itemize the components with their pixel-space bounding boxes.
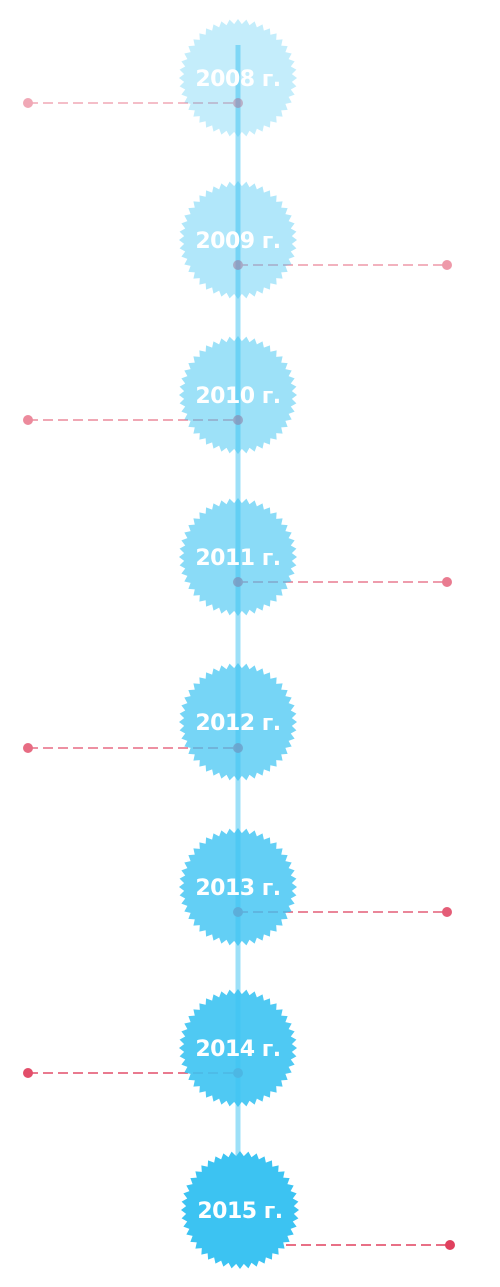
timeline-badge: 2012 г. — [179, 663, 297, 781]
connector-dot-center — [233, 260, 243, 270]
connector-dot-end — [23, 415, 33, 425]
connector-left — [23, 98, 243, 108]
year-label: 2008 г. — [195, 67, 280, 92]
connector-dot-end — [442, 907, 452, 917]
badge-shape — [181, 1151, 299, 1269]
badge-shape — [179, 498, 297, 616]
badge-shape — [179, 828, 297, 946]
badge-shape — [179, 19, 297, 137]
year-label: 2014 г. — [195, 1037, 280, 1062]
year-label: 2012 г. — [195, 711, 280, 736]
year-label: 2015 г. — [197, 1199, 282, 1224]
connector-dot-end — [442, 577, 452, 587]
year-label: 2011 г. — [195, 546, 280, 571]
connector-dot-center — [233, 98, 243, 108]
timeline-badge: 2011 г. — [179, 498, 297, 616]
timeline-badge: 2014 г. — [179, 989, 297, 1107]
connector-dot-end — [445, 1240, 455, 1250]
timeline-badge: 2015 г. — [181, 1151, 299, 1269]
timeline-badges: 2008 г. 2009 г. 2010 г. 2011 г. 2012 г. 2013 … — [179, 19, 299, 1269]
connector-dot-end — [23, 98, 33, 108]
badge-shape — [179, 336, 297, 454]
year-label: 2009 г. — [195, 229, 280, 254]
timeline-badge: 2010 г. — [179, 336, 297, 454]
year-label: 2013 г. — [195, 876, 280, 901]
badge-shape — [179, 989, 297, 1107]
connector-dot-end — [23, 743, 33, 753]
connector-right — [233, 260, 452, 270]
badge-shape — [179, 663, 297, 781]
connector-dot-end — [23, 1068, 33, 1078]
year-label: 2010 г. — [195, 384, 280, 409]
timeline-badge: 2008 г. — [179, 19, 297, 137]
connector-dot-end — [442, 260, 452, 270]
timeline-badge: 2009 г. — [179, 181, 297, 299]
timeline-badge: 2013 г. — [179, 828, 297, 946]
badge-shape — [179, 181, 297, 299]
